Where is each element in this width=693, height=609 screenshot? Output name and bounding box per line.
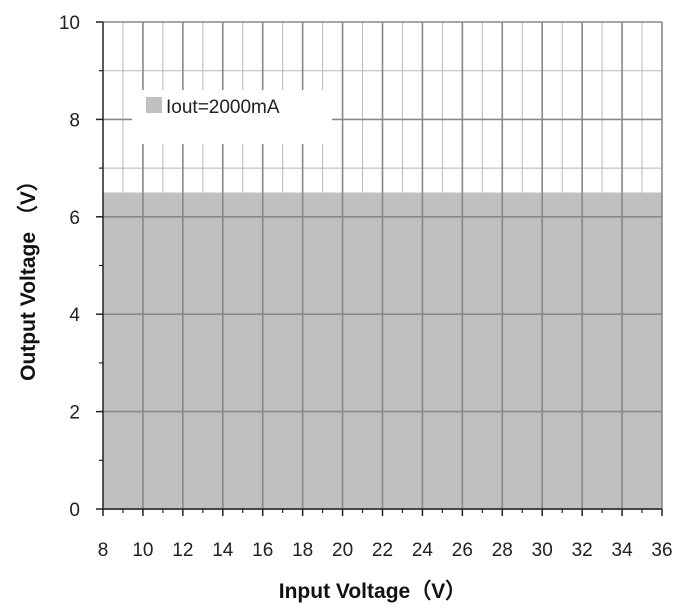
y-tick-label: 10 bbox=[59, 13, 80, 34]
x-tick-label: 20 bbox=[332, 540, 353, 561]
y-tick-labels: 0 2 4 6 8 10 bbox=[59, 13, 81, 521]
x-tick-label: 10 bbox=[132, 540, 153, 561]
x-tick-label: 34 bbox=[612, 540, 634, 561]
x-tick-label: 14 bbox=[212, 540, 234, 561]
x-tick-label: 12 bbox=[172, 540, 193, 561]
x-tick-label: 26 bbox=[452, 540, 473, 561]
x-tick-label: 28 bbox=[492, 540, 513, 561]
y-tick-label: 0 bbox=[69, 500, 80, 521]
x-tick-label: 16 bbox=[252, 540, 273, 561]
x-tick-label: 22 bbox=[372, 540, 393, 561]
legend: Iout=2000mA bbox=[132, 90, 332, 144]
x-axis-title: Input Voltage（V） bbox=[279, 579, 466, 603]
legend-swatch bbox=[146, 97, 162, 113]
x-tick-label: 36 bbox=[651, 540, 672, 561]
y-axis-title: Output Voltage （V） bbox=[16, 170, 40, 381]
x-tick-label: 32 bbox=[572, 540, 593, 561]
x-tick-label: 30 bbox=[532, 540, 553, 561]
legend-background bbox=[132, 90, 332, 144]
axes bbox=[96, 21, 663, 516]
y-tick-label: 2 bbox=[69, 403, 80, 424]
x-tick-labels: 8 10 12 14 16 18 20 22 24 26 28 30 32 34 36 bbox=[98, 540, 673, 561]
x-tick-label: 8 bbox=[98, 540, 109, 561]
y-tick-label: 6 bbox=[69, 208, 80, 229]
x-tick-label: 18 bbox=[292, 540, 313, 561]
y-tick-label: 4 bbox=[69, 305, 80, 326]
y-tick-label: 8 bbox=[69, 110, 80, 131]
legend-label: Iout=2000mA bbox=[166, 97, 280, 118]
x-tick-label: 24 bbox=[412, 540, 434, 561]
